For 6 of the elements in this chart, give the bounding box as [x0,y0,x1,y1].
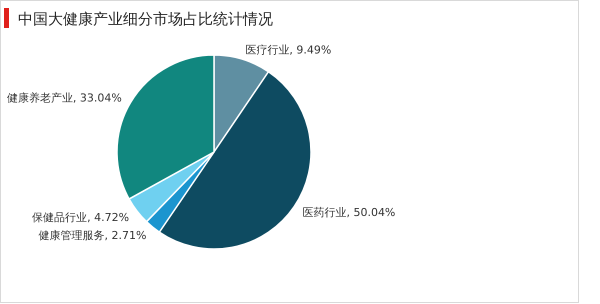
slice-label: 医药行业, 50.04% [302,206,396,220]
slice-label: 医疗行业, 9.49% [245,44,332,57]
slice-label: 保健品行业, 4.72% [32,211,130,224]
chart-title: 中国大健康产业细分市场占比统计情况 [18,10,273,28]
slice-label: 健康管理服务, 2.71% [38,228,146,242]
slice-label: 健康养老产业, 33.04% [6,92,122,105]
